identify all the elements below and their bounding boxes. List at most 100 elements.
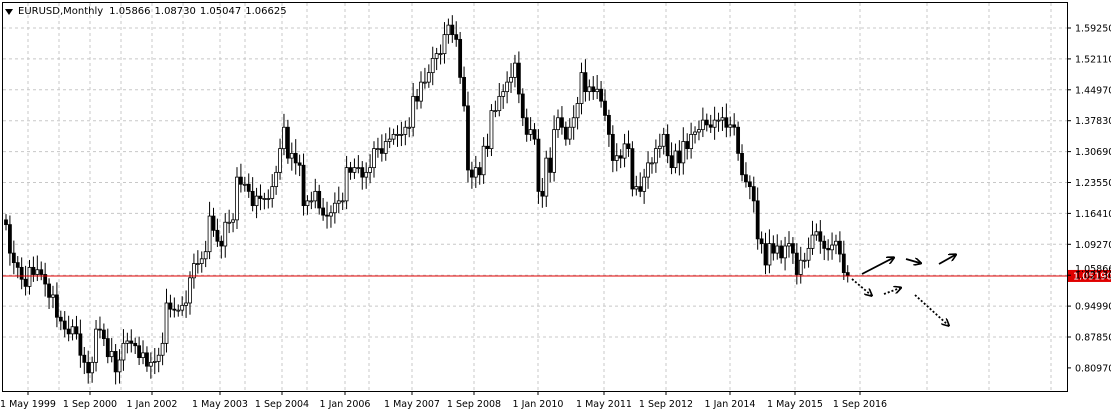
candle-body — [834, 240, 838, 246]
candle-body — [356, 167, 361, 170]
candle-body — [188, 277, 192, 304]
candle-body — [152, 361, 157, 363]
chart-menu-triangle-icon[interactable] — [5, 8, 13, 15]
time-tick-label: 1 Sep 2012 — [639, 399, 693, 410]
candle-body — [215, 229, 220, 242]
candle-body — [184, 302, 188, 306]
price-tick-label: 1.23550 — [1075, 178, 1111, 189]
candle-body — [313, 190, 318, 202]
candle-body — [58, 316, 63, 322]
candle-body — [137, 345, 142, 359]
ohlc-high: 1.08730 — [154, 5, 196, 17]
candle-body — [614, 155, 619, 161]
plot-area[interactable] — [2, 2, 1068, 392]
candle-body — [513, 62, 517, 78]
candle-body — [387, 138, 392, 142]
candle-body — [66, 328, 71, 335]
candle-body — [219, 240, 224, 247]
candle-body — [227, 221, 232, 224]
price-tick-label: 1.30690 — [1075, 147, 1111, 158]
candle-body — [223, 221, 228, 247]
time-tick-label: 1 Jan 2006 — [320, 399, 371, 410]
candle-body — [536, 138, 541, 192]
candle-body — [117, 359, 122, 373]
candle-body — [473, 167, 478, 178]
candle-body — [98, 328, 102, 331]
candle-body — [62, 320, 67, 330]
price-tick-label: 1.37830 — [1075, 116, 1111, 127]
candle-body — [587, 86, 592, 93]
candle-body — [810, 234, 815, 249]
price-tick-label: 0.94990 — [1075, 302, 1111, 313]
candle-body — [168, 302, 173, 310]
candle-body — [203, 251, 208, 260]
candle-body — [8, 224, 12, 254]
candle-body — [430, 57, 435, 74]
price-tick-label: 1.09270 — [1075, 240, 1111, 251]
candle-body — [845, 272, 850, 277]
candle-body — [113, 351, 118, 373]
up-arrow-3-icon — [938, 255, 955, 265]
candle-body — [211, 215, 216, 231]
candle-body — [156, 354, 161, 362]
candle-body — [101, 329, 106, 340]
candle-body — [278, 148, 282, 173]
candle-body — [712, 119, 717, 128]
current-price-line: 1.05190 — [3, 269, 1111, 282]
candle-body — [105, 338, 110, 358]
candle-body — [74, 326, 79, 335]
candle-body — [650, 162, 654, 165]
candle-body — [160, 342, 165, 356]
candle-body — [657, 145, 662, 150]
candle-body — [732, 124, 737, 128]
candle-body — [516, 62, 521, 95]
candle-body — [677, 150, 682, 164]
candle-body — [630, 148, 635, 190]
candle-body — [258, 195, 263, 199]
candle-body — [599, 88, 603, 102]
candle-body — [779, 245, 784, 259]
candle-body — [86, 361, 91, 374]
candle-body — [661, 133, 666, 147]
candle-body — [90, 361, 95, 374]
candle-body — [791, 243, 795, 254]
price-tick-label: 1.52110 — [1075, 54, 1111, 65]
candle-body — [685, 141, 690, 150]
candle-body — [78, 333, 83, 356]
current-price-tag-label: 1.05190 — [1073, 271, 1111, 282]
down-dotted-arrow-1-icon — [851, 278, 871, 295]
candle-body — [693, 131, 697, 135]
candle-body — [426, 72, 431, 83]
candle-body — [164, 302, 169, 344]
candle-body — [689, 133, 694, 150]
candle-body — [395, 133, 400, 136]
candle-body — [681, 141, 686, 164]
candle-body — [329, 212, 333, 217]
candle-body — [560, 117, 564, 128]
candle-body — [462, 76, 466, 107]
candle-body — [94, 328, 98, 363]
candle-body — [31, 266, 36, 275]
candle-body — [415, 95, 419, 102]
candle-body — [783, 245, 787, 259]
candle-body — [759, 238, 764, 245]
candle-body — [419, 81, 423, 102]
candle-body — [477, 167, 482, 176]
candle-body — [466, 105, 470, 171]
candle-body — [638, 186, 643, 192]
candle-body — [575, 103, 580, 119]
candle-body — [141, 352, 145, 359]
candle-body — [376, 148, 380, 151]
candle-body — [450, 24, 455, 36]
candle-body — [653, 148, 658, 164]
candle-body — [332, 202, 337, 214]
candle-body — [344, 167, 349, 202]
candle-body — [51, 294, 55, 298]
candle-body — [469, 169, 474, 178]
down-dotted-arrow-3-icon — [914, 294, 948, 325]
candle-body — [548, 157, 553, 173]
candle-body — [720, 117, 725, 121]
candle-body — [15, 262, 20, 268]
